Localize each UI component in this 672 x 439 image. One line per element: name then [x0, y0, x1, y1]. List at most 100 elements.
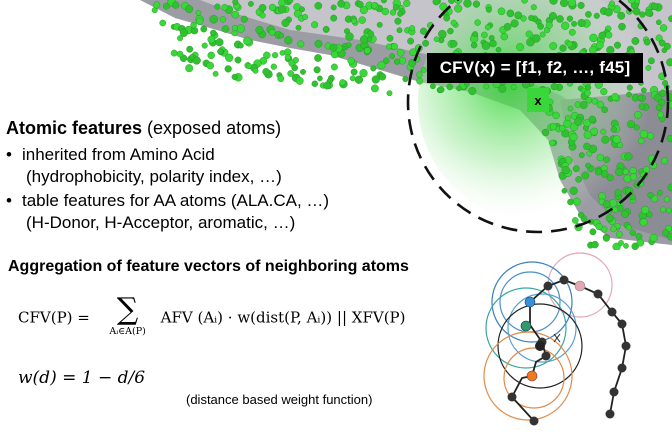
surface-atom [385, 43, 392, 50]
surface-atom [649, 233, 658, 242]
surface-atom [602, 234, 610, 242]
surface-atom [641, 205, 650, 214]
surface-atom [489, 39, 497, 48]
surface-atom [604, 8, 613, 17]
surface-atom [284, 36, 293, 45]
surface-atom [258, 4, 267, 12]
surface-atom [186, 45, 194, 53]
surface-atom [568, 28, 576, 36]
surface-atom [655, 34, 663, 42]
surface-atom [483, 83, 490, 90]
surface-atom [598, 192, 606, 200]
surface-atom [550, 82, 558, 91]
surface-atom [567, 105, 574, 112]
surface-atom [408, 59, 417, 67]
surface-atom [656, 19, 662, 26]
surface-atom [179, 28, 189, 37]
surface-atom [663, 42, 671, 50]
surface-atom [347, 57, 355, 65]
sum-index: Aᵢ∈A(P) [109, 326, 146, 337]
surface-atom [614, 41, 622, 49]
atom-circle-blue [507, 293, 577, 363]
surface-atom [638, 103, 646, 110]
surface-atom [568, 0, 577, 7]
surface-atom [153, 1, 161, 9]
atom-blue [524, 296, 536, 308]
surface-atom [566, 15, 574, 22]
surface-atom [601, 106, 608, 113]
surface-atom [231, 24, 238, 31]
surface-atom [632, 7, 641, 16]
atom-circle-black [497, 303, 583, 389]
surface-atom [295, 77, 304, 85]
surface-atom [349, 75, 356, 82]
surface-atom [532, 34, 541, 43]
surface-atom [635, 233, 643, 240]
surface-atom [214, 3, 221, 10]
atomic-features-title-bold: Atomic features [6, 118, 143, 138]
sum-symbol: ∑ [116, 292, 139, 327]
surface-atom [268, 3, 277, 12]
surface-atom [626, 91, 632, 98]
surface-atom [159, 19, 166, 27]
surface-atom [560, 0, 569, 8]
surface-atom [616, 141, 623, 148]
surface-atom [659, 89, 667, 97]
aggregation-title: Aggregation of feature vectors of neighb… [8, 258, 409, 275]
surface-atom [666, 207, 672, 214]
surface-atom [603, 200, 611, 208]
chain-atom [543, 281, 553, 291]
query-point-marker [553, 333, 561, 343]
surface-atom [510, 19, 519, 28]
surface-atom [302, 13, 309, 20]
surface-atom [377, 61, 386, 70]
surface-atom [376, 21, 383, 28]
atom-circle-orange [503, 347, 565, 409]
surface-atom [569, 133, 578, 142]
surface-atom [495, 47, 502, 53]
surface-atom [443, 14, 451, 22]
surface-atom [589, 33, 598, 43]
surface-atom [658, 39, 666, 47]
surface-atom [567, 198, 574, 206]
surface-atom [185, 4, 194, 13]
surface-atom [548, 12, 557, 21]
surface-atom [330, 4, 337, 11]
surface-atom [645, 65, 652, 71]
surface-atom [612, 242, 621, 250]
surface-atom [589, 228, 597, 236]
surface-atom [590, 127, 599, 136]
surface-atom [595, 223, 603, 231]
formula-lhs: CFV(P) = [18, 308, 95, 327]
surface-atom [295, 24, 302, 31]
surface-atom [432, 0, 440, 6]
surface-atom [292, 57, 299, 64]
surface-atom [207, 51, 215, 60]
surface-atom [281, 19, 290, 28]
surface-atom [314, 2, 323, 10]
surface-atom [653, 93, 662, 102]
surface-atom [549, 123, 558, 131]
surface-atom [299, 6, 305, 13]
surface-atom [614, 189, 622, 197]
surface-atom [655, 104, 663, 111]
surface-atom [660, 206, 667, 213]
surface-atom [360, 35, 369, 44]
surface-atom [389, 9, 397, 16]
surface-atom [634, 111, 642, 119]
surface-atom [488, 35, 495, 41]
surface-atom [429, 83, 436, 90]
surface-atom [552, 111, 560, 120]
surface-atom [195, 17, 204, 25]
surface-atom [564, 115, 571, 121]
surface-atom [561, 187, 568, 194]
surface-atom [622, 168, 629, 175]
surface-atom [606, 174, 614, 182]
cfv-label: CFV(x) = [f1, f2, …, f45] [427, 53, 643, 83]
surface-atom [394, 17, 402, 25]
surface-atom [559, 44, 567, 52]
surface-atom [610, 225, 617, 233]
surface-atom [638, 137, 645, 145]
surface-atom [389, 53, 395, 60]
atom-query [535, 341, 545, 351]
